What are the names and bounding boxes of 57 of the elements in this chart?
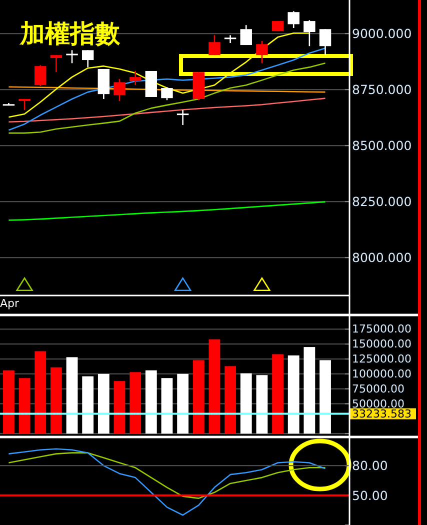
bar bbox=[240, 373, 252, 434]
candlestick bbox=[18, 98, 30, 111]
y-tick-label: 9000.000 bbox=[352, 26, 412, 42]
line-series bbox=[8, 98, 326, 122]
bar bbox=[114, 381, 126, 434]
bar bbox=[82, 376, 94, 434]
line-series bbox=[8, 62, 326, 134]
y-tick-label: 75000.00 bbox=[352, 382, 404, 396]
candlestick bbox=[50, 54, 62, 73]
bar bbox=[288, 355, 300, 434]
bar bbox=[161, 378, 173, 434]
line-series bbox=[8, 448, 326, 516]
line-series bbox=[8, 452, 326, 499]
y-tick-label: 50.00 bbox=[352, 488, 388, 503]
bar bbox=[272, 354, 284, 434]
candlestick bbox=[176, 109, 189, 126]
bar bbox=[192, 360, 204, 434]
bar bbox=[224, 366, 236, 434]
candlestick bbox=[82, 50, 94, 68]
bar bbox=[34, 351, 46, 434]
candlestick bbox=[304, 20, 316, 47]
line-series bbox=[8, 201, 326, 221]
candlestick bbox=[288, 10, 300, 29]
bar bbox=[50, 367, 62, 434]
text: Apr bbox=[0, 297, 20, 310]
candlestick bbox=[208, 34, 220, 56]
y-tick-label: 8750.000 bbox=[352, 82, 412, 98]
candlestick bbox=[224, 34, 236, 44]
bar bbox=[256, 375, 268, 434]
line-series bbox=[8, 48, 326, 131]
y-tick-label: 100000.00 bbox=[352, 367, 412, 380]
y-tick-label: 8000.000 bbox=[352, 250, 412, 266]
candlestick bbox=[129, 70, 142, 86]
y-tick-label: 175000.00 bbox=[352, 322, 412, 336]
y-tick-label: 8250.000 bbox=[352, 194, 412, 210]
candlestick bbox=[256, 40, 268, 64]
y-tick-label: 150000.00 bbox=[352, 338, 412, 351]
candlestick bbox=[161, 86, 173, 101]
candlestick bbox=[240, 24, 252, 46]
y-tick-label: 125000.00 bbox=[352, 352, 412, 366]
bar bbox=[145, 370, 157, 434]
y-tick-label: 8500.000 bbox=[352, 138, 412, 154]
candlestick bbox=[34, 64, 46, 87]
y-tick-label: 80.00 bbox=[352, 458, 388, 474]
bar bbox=[18, 378, 30, 434]
bar bbox=[98, 374, 110, 434]
candlestick bbox=[114, 78, 126, 102]
bar bbox=[177, 374, 189, 434]
bar bbox=[208, 339, 220, 434]
text: 加權指數 bbox=[19, 19, 121, 48]
bar bbox=[304, 347, 316, 434]
bar bbox=[130, 372, 142, 434]
candlestick bbox=[66, 50, 78, 64]
bar bbox=[320, 360, 331, 434]
candlestick bbox=[319, 28, 332, 56]
bar bbox=[66, 357, 78, 434]
bar bbox=[3, 370, 14, 434]
